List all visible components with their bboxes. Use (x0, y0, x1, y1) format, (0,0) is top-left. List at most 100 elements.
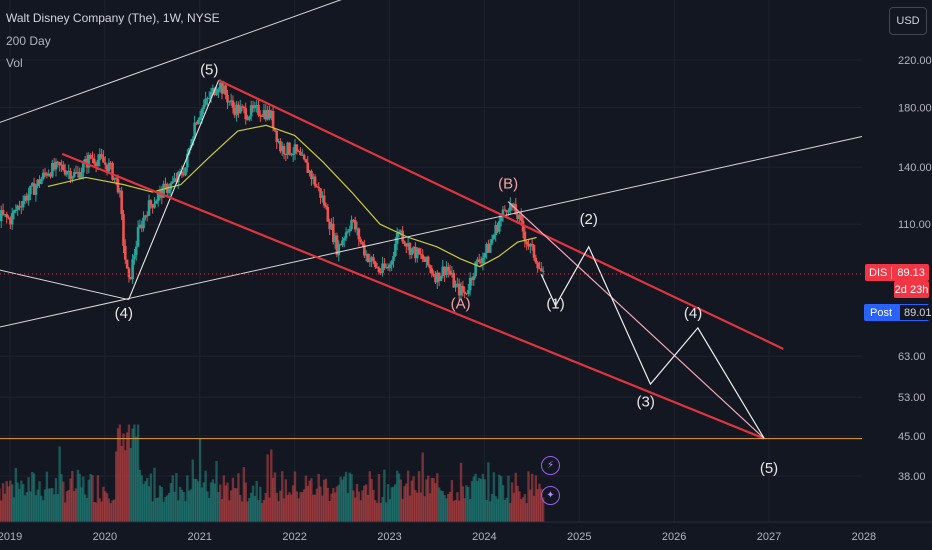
candle-body (368, 260, 372, 262)
volume-bar (169, 483, 173, 522)
candle-body (359, 239, 362, 242)
volume-bar (138, 469, 142, 522)
candle-body (242, 106, 246, 109)
time-tick-label: 2024 (472, 531, 496, 543)
volume-bar (341, 479, 344, 522)
sparkle-icon[interactable]: ✦ (541, 486, 560, 505)
candle-body (47, 173, 50, 176)
candle-body (36, 179, 40, 186)
candle-body (164, 183, 167, 185)
volume-bar (83, 494, 87, 522)
volume-bar (65, 491, 69, 522)
candle-body (248, 116, 251, 120)
volume-bar (74, 488, 78, 522)
volume-bar (268, 497, 271, 522)
candle-body (235, 104, 238, 116)
candle-body (211, 88, 215, 92)
candle-body (330, 223, 333, 230)
volume-bar (177, 500, 180, 522)
candle-body (98, 154, 102, 160)
candle-body (463, 291, 466, 293)
volume-bar (140, 475, 143, 522)
candle-body (269, 110, 273, 119)
volume-bar (49, 488, 52, 522)
volume-bar (527, 471, 530, 522)
candle-body (315, 185, 319, 188)
volume-bar (536, 489, 539, 522)
candle-body (167, 189, 171, 193)
candle-body (401, 230, 404, 242)
volume-bar (116, 428, 120, 522)
volume-bar (40, 495, 43, 522)
volume-bar (178, 486, 182, 522)
candle-body (171, 181, 175, 184)
volume-bar (67, 489, 70, 522)
candle-body (388, 264, 392, 269)
volume-bar (226, 482, 229, 522)
volume-bar (337, 484, 340, 522)
candle-body (156, 193, 160, 201)
candle-body (280, 146, 284, 152)
candle-body (114, 177, 118, 179)
volume-bar (29, 491, 32, 522)
candle-body (525, 241, 529, 245)
volume-bar (257, 500, 260, 522)
candle-body (527, 244, 530, 247)
volume-bar (282, 498, 286, 522)
volume-bar (425, 479, 428, 522)
candle-body (534, 257, 538, 263)
candle-body (155, 200, 158, 204)
volume-bar (326, 487, 330, 522)
indicator-ma-label[interactable]: 200 Day (6, 34, 51, 48)
volume-bar (439, 490, 443, 522)
volume-bar (483, 479, 486, 522)
volume-bar (310, 478, 313, 522)
candle-body (434, 275, 437, 283)
volume-bar (36, 489, 39, 522)
candle-body (516, 214, 519, 220)
volume-bar (350, 473, 353, 522)
candle-body (209, 91, 213, 98)
time-tick-label: 2021 (188, 531, 212, 543)
volume-bar (131, 428, 134, 522)
volume-bar (200, 487, 204, 522)
candle-body (54, 161, 58, 170)
candle-body (299, 151, 302, 156)
candle-body (518, 214, 521, 220)
candle-body (196, 119, 200, 125)
candle-body (519, 214, 523, 221)
volume-bar (319, 486, 322, 522)
volume-bar (343, 476, 346, 522)
volume-bar (122, 433, 125, 522)
candle-body (364, 254, 368, 256)
volume-bar (279, 490, 282, 522)
candle-body (370, 257, 373, 261)
volume-bar (193, 478, 196, 522)
candle-body (30, 183, 34, 186)
volume-bar (463, 498, 466, 522)
candle-body (472, 276, 476, 280)
indicator-vol-label[interactable]: Vol (6, 56, 23, 70)
volume-bar (474, 473, 477, 522)
volume-bar (434, 483, 437, 522)
volume-bar (264, 492, 267, 522)
candle-body (7, 217, 10, 219)
volume-bar (12, 497, 16, 522)
candle-body (200, 109, 204, 117)
volume-bar (540, 488, 543, 522)
candle-body (107, 162, 111, 172)
volume-bar (308, 480, 311, 522)
last-price-tag: DIS 89.13 (865, 264, 929, 281)
candle-body (260, 116, 264, 118)
price-tick-label: 110.00 (898, 219, 931, 231)
candle-body (142, 217, 145, 229)
candle-body (69, 170, 72, 180)
volume-bar (313, 494, 317, 522)
lightning-icon[interactable]: ⚡ (541, 456, 560, 475)
currency-button[interactable]: USD (889, 7, 927, 35)
candle-body (322, 195, 326, 206)
volume-bar (135, 436, 138, 522)
candle-body (286, 142, 289, 155)
volume-bar (419, 492, 423, 522)
